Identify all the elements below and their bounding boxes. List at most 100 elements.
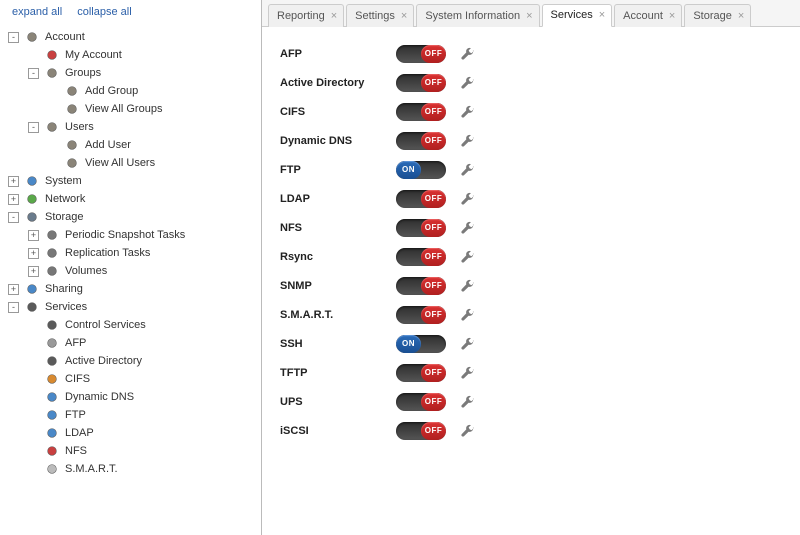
collapse-all-link[interactable]: collapse all (77, 6, 131, 18)
close-icon[interactable]: × (526, 10, 532, 22)
tree-label: View All Users (85, 157, 155, 169)
tree-node[interactable]: +System (8, 172, 257, 190)
close-icon[interactable]: × (738, 10, 744, 22)
on-indicator: ON (396, 161, 421, 179)
tree-node[interactable]: FTP (8, 406, 257, 424)
tree-node[interactable]: AFP (8, 334, 257, 352)
expand-icon[interactable]: + (8, 176, 19, 187)
wrench-icon[interactable] (460, 47, 474, 61)
wrench-icon[interactable] (460, 366, 474, 380)
tree-label: Users (65, 121, 94, 133)
close-icon[interactable]: × (401, 10, 407, 22)
close-icon[interactable]: × (599, 9, 605, 21)
service-toggle[interactable]: OFF (396, 132, 446, 150)
expand-icon[interactable]: + (8, 194, 19, 205)
tab[interactable]: Account× (614, 4, 682, 27)
tree-node[interactable]: Control Services (8, 316, 257, 334)
service-toggle[interactable]: OFF (396, 103, 446, 121)
tree-node[interactable]: -Groups (8, 64, 257, 82)
tree-node[interactable]: NFS (8, 442, 257, 460)
wrench-icon[interactable] (460, 279, 474, 293)
expand-icon[interactable]: + (28, 248, 39, 259)
tab[interactable]: Storage× (684, 4, 751, 27)
service-toggle[interactable]: OFF (396, 277, 446, 295)
tree-node[interactable]: -Services (8, 298, 257, 316)
service-toggle[interactable]: OFF (396, 45, 446, 63)
node-icon (24, 300, 40, 314)
off-indicator: OFF (421, 219, 446, 237)
service-toggle[interactable]: OFF (396, 219, 446, 237)
wrench-icon[interactable] (460, 308, 474, 322)
tab[interactable]: System Information× (416, 4, 539, 27)
node-icon (44, 318, 60, 332)
service-toggle[interactable]: OFF (396, 306, 446, 324)
wrench-icon[interactable] (460, 221, 474, 235)
wrench-icon[interactable] (460, 192, 474, 206)
tree-node[interactable]: + Network (8, 190, 257, 208)
close-icon[interactable]: × (669, 10, 675, 22)
service-toggle[interactable]: OFF (396, 248, 446, 266)
tree-node[interactable]: +Volumes (8, 262, 257, 280)
wrench-icon[interactable] (460, 424, 474, 438)
tree-node[interactable]: View All Groups (8, 100, 257, 118)
wrench-icon[interactable] (460, 395, 474, 409)
tree-node[interactable]: View All Users (8, 154, 257, 172)
service-toggle[interactable]: ON (396, 161, 446, 179)
tree-node[interactable]: Dynamic DNS (8, 388, 257, 406)
wrench-icon[interactable] (460, 250, 474, 264)
on-indicator: ON (396, 335, 421, 353)
expand-icon[interactable]: + (28, 230, 39, 241)
tree-node[interactable]: LDAP (8, 424, 257, 442)
service-name: iSCSI (280, 425, 396, 437)
tree-node[interactable]: - Users (8, 118, 257, 136)
off-indicator: OFF (421, 45, 446, 63)
node-icon (44, 66, 60, 80)
service-toggle[interactable]: ON (396, 335, 446, 353)
service-row: Dynamic DNSOFF (280, 126, 790, 155)
expand-icon[interactable]: + (8, 284, 19, 295)
tree-node[interactable]: + Replication Tasks (8, 244, 257, 262)
tab[interactable]: Services× (542, 4, 613, 27)
wrench-icon[interactable] (460, 76, 474, 90)
tab[interactable]: Reporting× (268, 4, 344, 27)
off-indicator: OFF (421, 277, 446, 295)
tree-node[interactable]: Active Directory (8, 352, 257, 370)
tree-node[interactable]: CIFS (8, 370, 257, 388)
service-toggle[interactable]: OFF (396, 393, 446, 411)
tree-node[interactable]: +Periodic Snapshot Tasks (8, 226, 257, 244)
collapse-icon[interactable]: - (8, 212, 19, 223)
service-name: NFS (280, 222, 396, 234)
tree-node[interactable]: Add Group (8, 82, 257, 100)
collapse-icon[interactable]: - (28, 68, 39, 79)
close-icon[interactable]: × (331, 10, 337, 22)
off-indicator: OFF (421, 393, 446, 411)
tree-node[interactable]: +Sharing (8, 280, 257, 298)
tree-label: Replication Tasks (65, 247, 150, 259)
node-icon (44, 120, 60, 134)
tree-node[interactable]: -Account (8, 28, 257, 46)
expand-icon[interactable]: + (28, 266, 39, 277)
service-toggle[interactable]: OFF (396, 190, 446, 208)
service-toggle[interactable]: OFF (396, 364, 446, 382)
tree-node[interactable]: My Account (8, 46, 257, 64)
node-icon (64, 84, 80, 98)
tree-label: Control Services (65, 319, 146, 331)
wrench-icon[interactable] (460, 105, 474, 119)
service-toggle[interactable]: OFF (396, 74, 446, 92)
collapse-icon[interactable]: - (28, 122, 39, 133)
tree-label: Add User (85, 139, 131, 151)
tree-label: Network (45, 193, 85, 205)
tree-node[interactable]: Add User (8, 136, 257, 154)
expand-all-link[interactable]: expand all (12, 6, 62, 18)
service-name: Dynamic DNS (280, 135, 396, 147)
node-icon (44, 48, 60, 62)
wrench-icon[interactable] (460, 163, 474, 177)
tree-node[interactable]: S.M.A.R.T. (8, 460, 257, 478)
tab[interactable]: Settings× (346, 4, 414, 27)
collapse-icon[interactable]: - (8, 302, 19, 313)
service-toggle[interactable]: OFF (396, 422, 446, 440)
tree-node[interactable]: -Storage (8, 208, 257, 226)
wrench-icon[interactable] (460, 337, 474, 351)
wrench-icon[interactable] (460, 134, 474, 148)
collapse-icon[interactable]: - (8, 32, 19, 43)
